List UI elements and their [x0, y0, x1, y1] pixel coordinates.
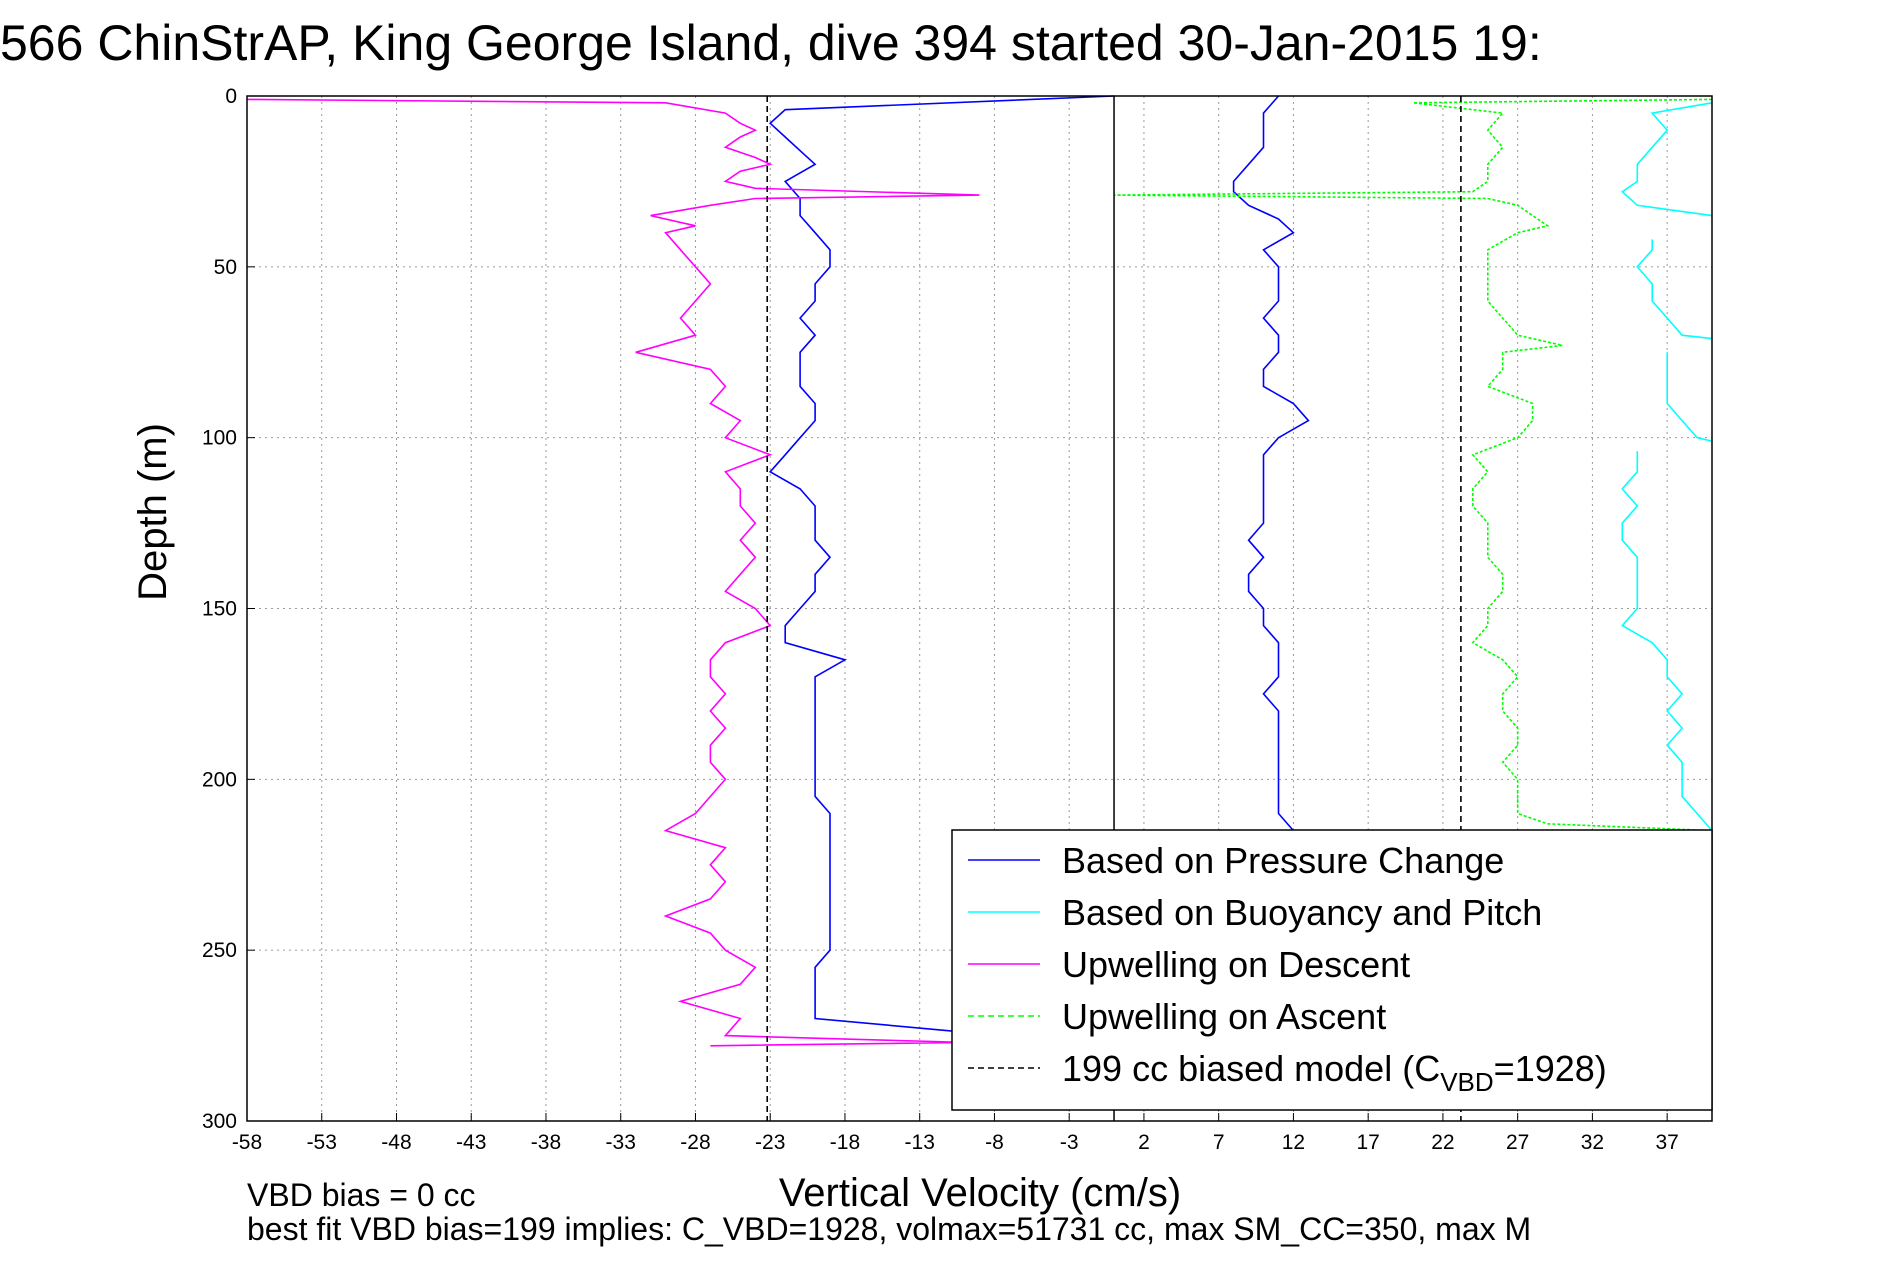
- series-line-based-on-buoyancy-and-pitch: [1636, 239, 1713, 340]
- x-tick-label: -38: [531, 1131, 561, 1154]
- x-tick-label: -3: [1060, 1131, 1079, 1154]
- x-tick-label: -18: [830, 1131, 860, 1154]
- x-tick-label: 17: [1356, 1131, 1379, 1154]
- legend-label: Based on Buoyancy and Pitch: [1062, 892, 1542, 933]
- legend-label: Based on Pressure Change: [1062, 840, 1504, 881]
- series-line-based-on-buoyancy-and-pitch: [1621, 451, 1713, 832]
- series-line-upwelling-on-descent: [246, 98, 980, 1047]
- legend: Based on Pressure Change Based on Buoyanc…: [951, 829, 1713, 1111]
- legend-label: Upwelling on Ascent: [1062, 996, 1386, 1037]
- y-tick-label: 300: [202, 1110, 237, 1133]
- x-tick-label: -23: [755, 1131, 785, 1154]
- x-tick-label: -48: [381, 1131, 411, 1154]
- legend-label: Upwelling on Descent: [1062, 944, 1410, 985]
- x-tick-label: 32: [1581, 1131, 1604, 1154]
- x-tick-label: 2: [1138, 1131, 1150, 1154]
- chart-title: 566 ChinStrAP, King George Island, dive …: [0, 15, 1542, 71]
- y-tick-labels: 0 50 100 150 200 250 300: [202, 85, 237, 1133]
- y-axis-label: Depth (m): [131, 423, 175, 601]
- y-tick-label: 150: [202, 598, 237, 621]
- y-tick-label: 200: [202, 768, 237, 791]
- x-tick-label: 37: [1655, 1131, 1678, 1154]
- x-axis-label: Vertical Velocity (cm/s): [779, 1171, 1181, 1215]
- legend-box: [951, 829, 1713, 1111]
- series-line-based-on-pressure-change: [1232, 95, 1310, 832]
- y-tick-label: 100: [202, 427, 237, 450]
- series-line-based-on-buoyancy-and-pitch: [1666, 352, 1713, 442]
- x-tick-label: -58: [232, 1131, 262, 1154]
- y-tick-label: 50: [214, 256, 237, 279]
- footnote-vbd-bias: VBD bias = 0 cc: [247, 1177, 476, 1213]
- x-tick-label: -13: [905, 1131, 935, 1154]
- x-tick-label: -43: [456, 1131, 486, 1154]
- x-tick-label: -33: [606, 1131, 636, 1154]
- series-line-upwelling-on-ascent: [1113, 98, 1713, 832]
- plot-frame: [246, 95, 1713, 1122]
- y-tick-label: 0: [225, 85, 237, 108]
- x-tick-label: -28: [680, 1131, 710, 1154]
- series-line-based-on-buoyancy-and-pitch: [1621, 102, 1713, 217]
- x-tick-label: 27: [1506, 1131, 1529, 1154]
- x-tick-label: -8: [985, 1131, 1004, 1154]
- x-tick-label: -53: [307, 1131, 337, 1154]
- data-series: [246, 95, 1713, 1121]
- x-tick-label: 22: [1431, 1131, 1454, 1154]
- legend-label: 199 cc biased model (CVBD=1928): [1062, 1048, 1607, 1097]
- series-line-based-on-pressure-change: [768, 95, 1115, 1033]
- x-tick-label: 12: [1282, 1131, 1305, 1154]
- x-tick-label: 7: [1213, 1131, 1225, 1154]
- y-tick-label: 250: [202, 939, 237, 962]
- footnote-best-fit: best fit VBD bias=199 implies: C_VBD=192…: [247, 1211, 1531, 1247]
- x-tick-labels: -58 -53 -48 -43 -38 -33 -28 -23 -18 -13 -8 -3 2 7 12 17…: [232, 1131, 1679, 1154]
